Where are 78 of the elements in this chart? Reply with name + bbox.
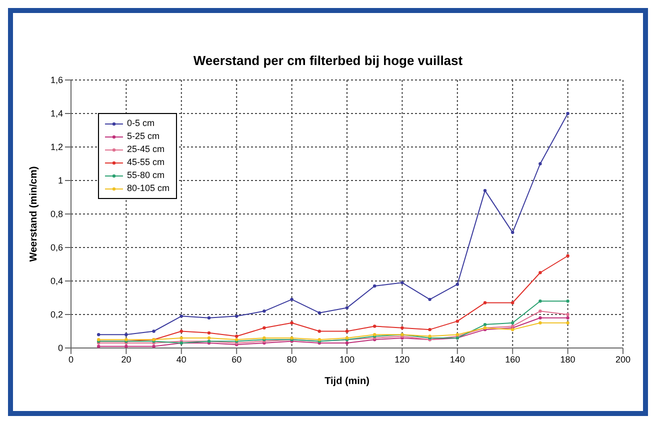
- point: [428, 328, 432, 332]
- point: [400, 326, 404, 330]
- x-tick-label: 20: [121, 354, 132, 364]
- point: [373, 324, 376, 328]
- legend-label: 0-5 cm: [127, 117, 155, 130]
- point: [152, 330, 156, 333]
- point: [207, 331, 211, 335]
- y-tick-label: 0,4: [50, 276, 63, 286]
- point: [566, 300, 570, 303]
- y-tick-label: 0,6: [50, 242, 63, 253]
- x-tick-label: 160: [505, 354, 520, 364]
- point: [235, 314, 238, 318]
- point: [152, 344, 156, 348]
- y-tick-label: 1,2: [50, 142, 63, 152]
- point: [318, 330, 321, 333]
- x-tick-label: 100: [339, 354, 355, 364]
- point: [97, 333, 100, 336]
- point: [97, 344, 100, 348]
- point: [207, 336, 211, 340]
- point: [318, 311, 321, 314]
- point: [180, 336, 183, 340]
- point: [538, 271, 542, 274]
- x-tick-label: 0: [68, 354, 74, 364]
- point: [456, 282, 459, 286]
- x-tick-label: 200: [615, 354, 631, 364]
- point: [538, 321, 542, 324]
- x-tick-label: 120: [394, 354, 410, 364]
- legend-label: 45-55 cm: [127, 156, 165, 169]
- x-tick-label: 60: [232, 354, 242, 364]
- chart-title: Weerstand per cm filterbed bij hoge vuillast: [192, 53, 464, 68]
- x-tick-label: 140: [450, 354, 465, 364]
- x-tick-label: 180: [560, 354, 576, 364]
- point: [180, 330, 183, 333]
- legend-label: 5-25 cm: [127, 130, 160, 143]
- legend-label: 25-45 cm: [127, 143, 165, 156]
- point: [180, 314, 183, 318]
- y-tick-label: 0,2: [50, 310, 63, 320]
- point: [373, 284, 376, 288]
- point: [290, 298, 294, 302]
- point: [262, 310, 266, 313]
- point: [483, 322, 487, 326]
- x-tick-label: 40: [176, 354, 186, 364]
- y-tick-label: 0: [58, 343, 63, 354]
- point: [511, 321, 514, 324]
- y-axis-title: Weerstand (min/cm): [28, 166, 40, 262]
- point: [538, 300, 542, 303]
- point: [538, 162, 542, 166]
- point: [400, 281, 404, 284]
- point: [207, 316, 211, 320]
- x-tick-label: 80: [286, 354, 297, 364]
- point: [566, 316, 570, 320]
- point: [511, 230, 514, 234]
- point: [124, 333, 128, 336]
- point: [290, 321, 294, 324]
- point: [262, 326, 266, 330]
- point: [345, 330, 349, 333]
- point: [566, 321, 570, 324]
- point: [511, 301, 514, 304]
- point: [566, 312, 570, 316]
- legend-label: 55-80 cm: [127, 169, 165, 182]
- point: [483, 301, 487, 304]
- point: [566, 254, 570, 258]
- point: [428, 298, 432, 302]
- point: [538, 310, 542, 313]
- y-tick-label: 1,4: [50, 108, 63, 119]
- point: [235, 334, 238, 338]
- point: [124, 344, 128, 348]
- x-axis-title: Tijd (min): [324, 376, 370, 387]
- y-tick-label: 0,8: [50, 209, 63, 220]
- point: [345, 306, 349, 310]
- y-tick-label: 1,6: [50, 75, 63, 86]
- point: [345, 341, 349, 345]
- point: [456, 320, 459, 323]
- y-tick-label: 1: [58, 176, 63, 186]
- legend-label: 80-105 cm: [127, 182, 170, 195]
- point: [566, 112, 570, 116]
- point: [483, 188, 487, 192]
- point: [538, 316, 542, 320]
